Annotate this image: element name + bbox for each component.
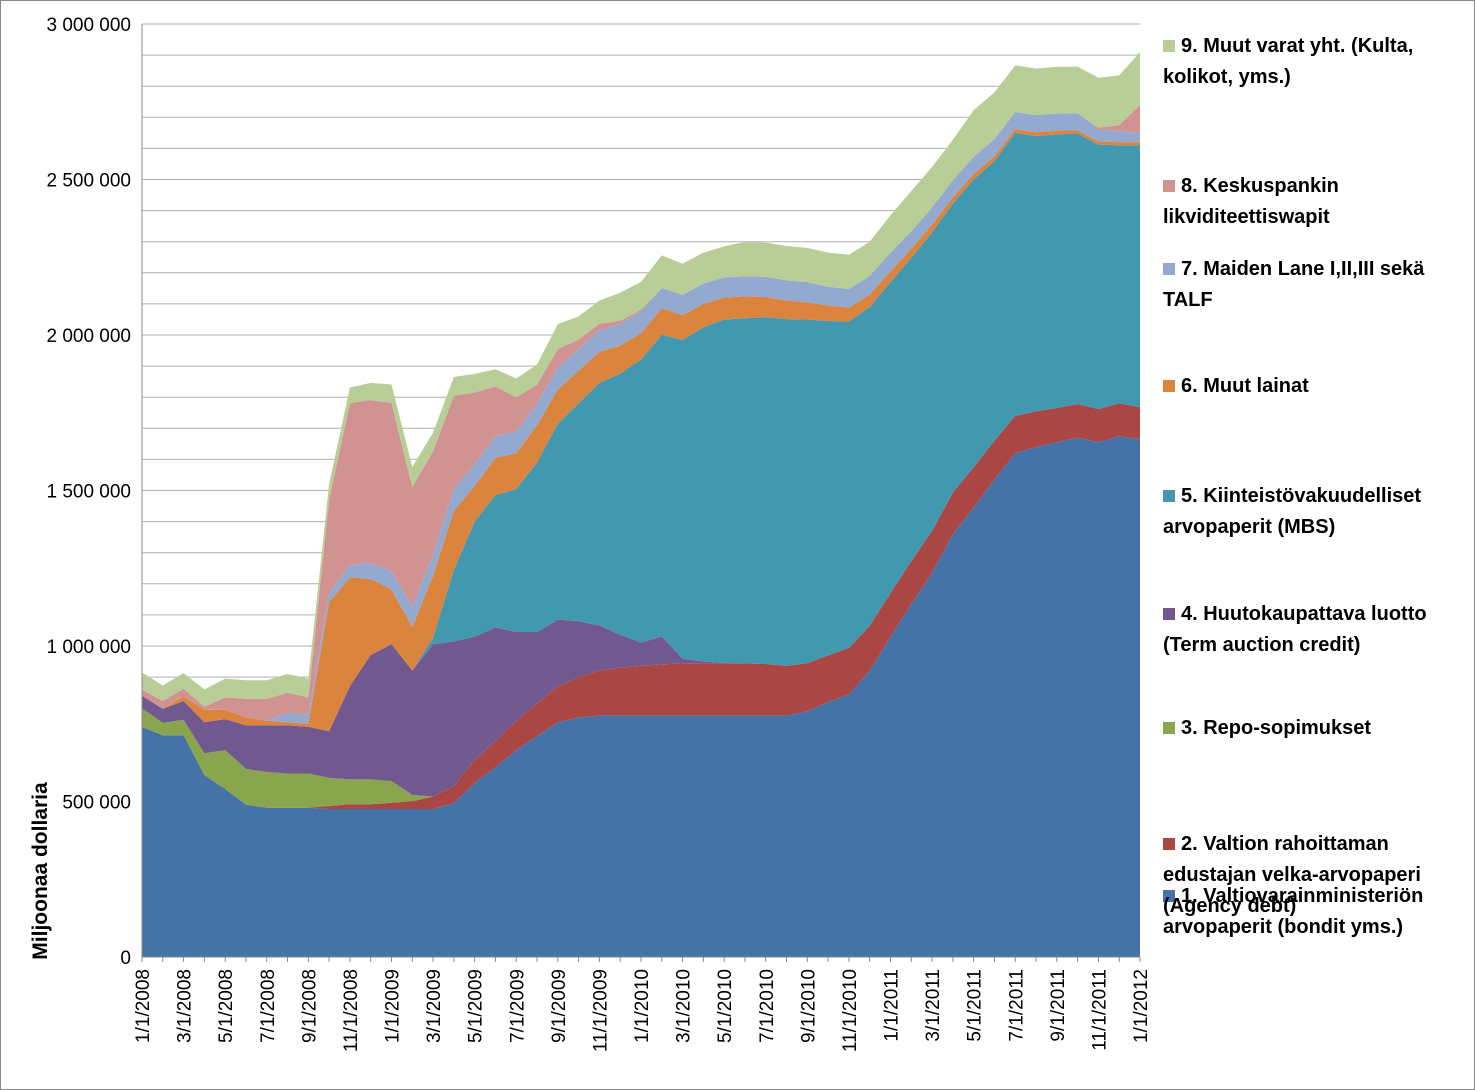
x-tick-label: 11/1/2008 <box>341 969 362 1052</box>
legend-swatch <box>1163 380 1175 392</box>
area <box>142 129 1140 732</box>
legend-swatch <box>1163 40 1175 52</box>
legend-swatch <box>1163 608 1175 620</box>
legend-label: 9. Muut varat yht. (Kulta, kolikot, yms.… <box>1163 35 1414 88</box>
x-tick-label: 1/1/2011 <box>882 969 903 1042</box>
x-tick-label: 5/1/2011 <box>965 969 986 1042</box>
x-tick-label: 3/1/2011 <box>923 969 944 1042</box>
x-tick-label: 7/1/2008 <box>258 969 279 1043</box>
legend-item: 5. Kiinteistövakuudelliset arvopaperit (… <box>1163 481 1463 543</box>
x-tick-label: 9/1/2010 <box>798 969 819 1043</box>
x-tick-label: 5/1/2008 <box>216 969 237 1043</box>
legend-item: 3. Repo-sopimukset <box>1163 713 1463 744</box>
legend-item: 1. Valtiovarainministeriön arvopaperit (… <box>1163 881 1463 943</box>
legend-label: 2. Valtion rahoittaman edustajan velka-a… <box>1163 833 1421 917</box>
legend-label: 7. Maiden Lane I,II,III sekä TALF <box>1163 258 1425 311</box>
y-tick-label: 3 000 000 <box>46 15 131 36</box>
legend-label: 3. Repo-sopimukset <box>1181 717 1372 739</box>
x-tick-label: 9/1/2009 <box>549 969 570 1043</box>
x-tick-label: 11/1/2009 <box>590 969 611 1052</box>
area <box>142 112 1140 724</box>
legend-item: 8. Keskuspankin likviditeettiswapit <box>1163 171 1463 233</box>
x-tick-label: 3/1/2009 <box>424 969 445 1043</box>
x-tick-label: 1/1/2009 <box>383 969 404 1043</box>
legend-item: 6. Muut lainat <box>1163 371 1463 402</box>
x-tick-label: 1/1/2008 <box>133 969 154 1043</box>
x-tick-label: 7/1/2009 <box>507 969 528 1043</box>
area <box>142 51 1140 707</box>
y-tick-label: 0 <box>120 948 131 969</box>
y-axis-title: Miljoonaa dollaria <box>29 782 52 960</box>
x-tick-label: 3/1/2008 <box>175 969 196 1043</box>
area <box>142 436 1140 957</box>
area <box>142 104 1140 721</box>
x-tick-label: 5/1/2009 <box>466 969 487 1043</box>
legend-swatch <box>1163 838 1175 850</box>
legend-label: 4. Huutokaupattava luotto (Term auction … <box>1163 603 1427 656</box>
x-tick-label: 11/1/2010 <box>840 969 861 1052</box>
x-tick-label: 5/1/2010 <box>715 969 736 1043</box>
y-tick-label: 2 500 000 <box>46 171 131 192</box>
legend-label: 5. Kiinteistövakuudelliset arvopaperit (… <box>1163 485 1422 538</box>
legend-swatch <box>1163 180 1175 192</box>
legend-item: 9. Muut varat yht. (Kulta, kolikot, yms.… <box>1163 31 1463 93</box>
y-tick-label: 500 000 <box>62 793 131 814</box>
x-tick-label: 7/1/2010 <box>757 969 778 1043</box>
y-tick-label: 1 500 000 <box>46 482 131 503</box>
legend-item: 7. Maiden Lane I,II,III sekä TALF <box>1163 254 1463 316</box>
area <box>142 403 1140 808</box>
legend-label: 8. Keskuspankin likviditeettiswapit <box>1163 175 1339 228</box>
x-tick-label: 9/1/2008 <box>299 969 320 1043</box>
y-tick-label: 1 000 000 <box>46 637 131 658</box>
legend-swatch <box>1163 490 1175 502</box>
x-tick-label: 9/1/2011 <box>1048 969 1069 1042</box>
x-tick-label: 11/1/2011 <box>1089 969 1110 1051</box>
legend-swatch <box>1163 722 1175 734</box>
x-tick-label: 7/1/2011 <box>1006 969 1027 1042</box>
area <box>142 403 1140 809</box>
y-tick-label: 2 000 000 <box>46 326 131 347</box>
legend-item: 4. Huutokaupattava luotto (Term auction … <box>1163 599 1463 661</box>
legend-label: 1. Valtiovarainministeriön arvopaperit (… <box>1163 885 1424 938</box>
legend-swatch <box>1163 890 1175 902</box>
x-tick-label: 1/1/2010 <box>632 969 653 1043</box>
legend-item: 2. Valtion rahoittaman edustajan velka-a… <box>1163 829 1463 922</box>
legend-label: 6. Muut lainat <box>1181 375 1309 397</box>
x-tick-label: 3/1/2010 <box>674 969 695 1043</box>
area <box>142 403 1140 797</box>
legend-swatch <box>1163 263 1175 275</box>
x-tick-label: 1/1/2012 <box>1131 969 1152 1043</box>
area <box>142 132 1140 732</box>
